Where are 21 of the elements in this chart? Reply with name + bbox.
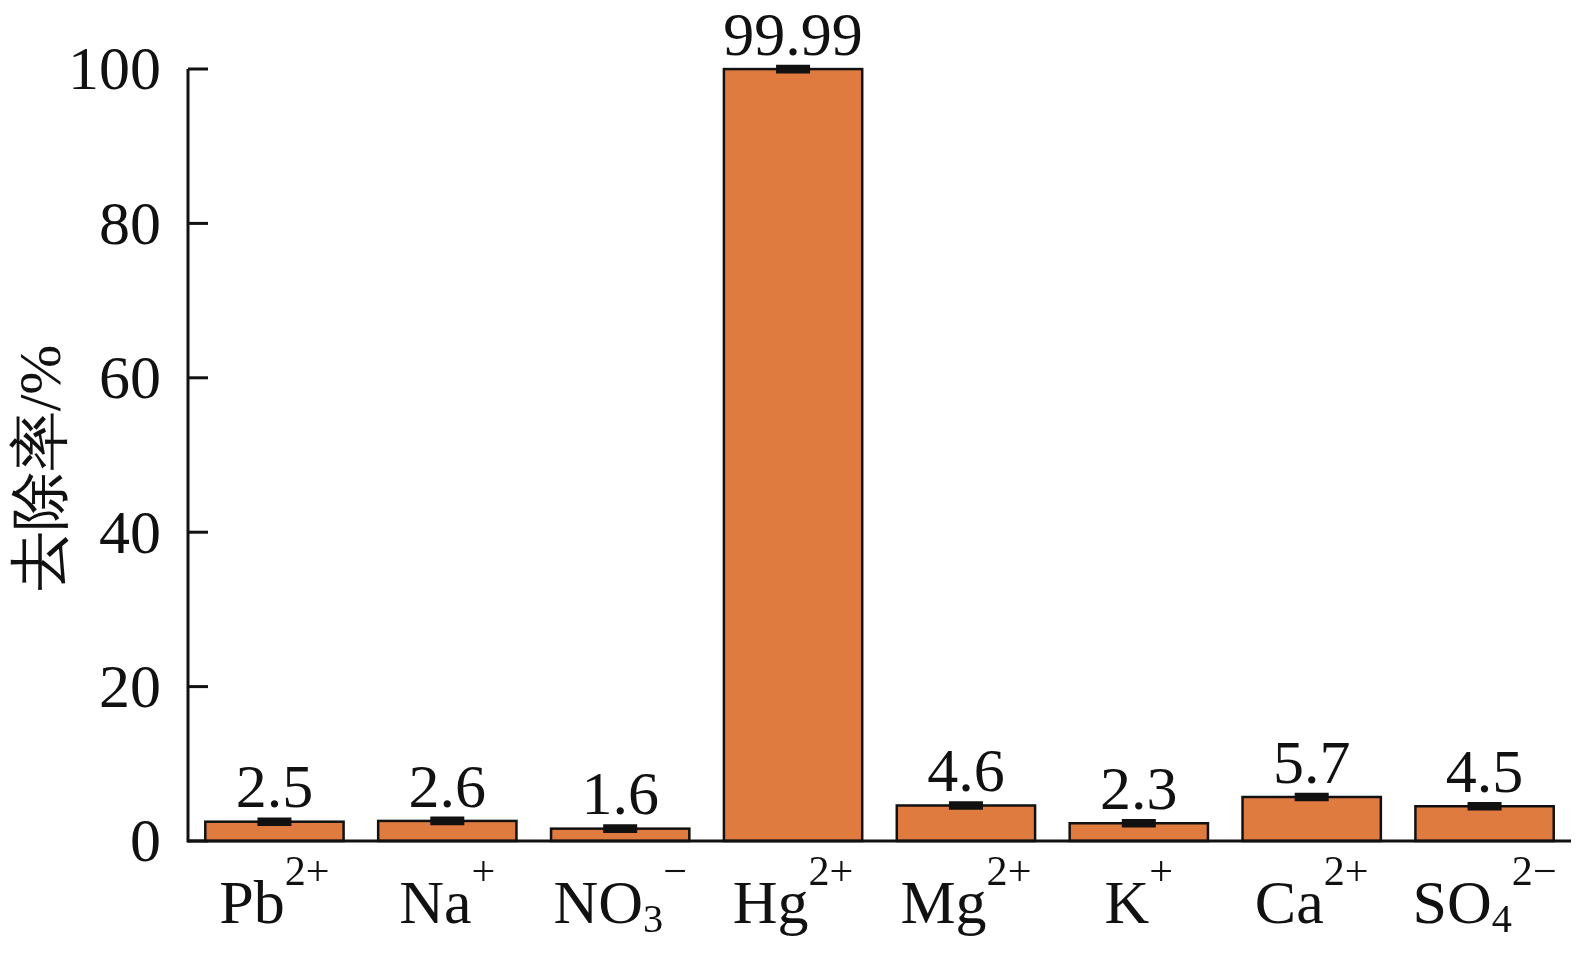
x-tick-label: Hg$^{2+}$ xyxy=(732,846,854,936)
y-tick-label: 100 xyxy=(68,34,161,103)
x-tick-label: Pb$^{2+}$ xyxy=(219,846,330,936)
x-tick-label: Mg$^{2+}$ xyxy=(900,846,1032,936)
y-tick-label: 60 xyxy=(99,343,161,412)
y-tick-label: 80 xyxy=(99,188,161,257)
y-axis-title: 去除率/% xyxy=(7,344,73,592)
y-tick-label: 20 xyxy=(99,652,161,721)
data-label: 4.5 xyxy=(1445,736,1524,805)
y-tick-label: 0 xyxy=(130,806,161,875)
data-label: 2.5 xyxy=(235,752,314,821)
data-label: 2.3 xyxy=(1100,753,1178,822)
data-label: 4.6 xyxy=(927,736,1005,805)
x-tick-label: Na$^{+}$ xyxy=(399,846,496,936)
y-tick-label: 40 xyxy=(99,497,161,566)
data-label: 1.6 xyxy=(581,759,659,828)
data-label: 2.6 xyxy=(408,751,487,820)
data-label: 99.99 xyxy=(723,0,863,68)
x-tick-label: K$^{+}$ xyxy=(1104,846,1174,936)
data-label: 5.7 xyxy=(1272,727,1351,796)
x-tick-label: Ca$^{2+}$ xyxy=(1254,846,1369,936)
